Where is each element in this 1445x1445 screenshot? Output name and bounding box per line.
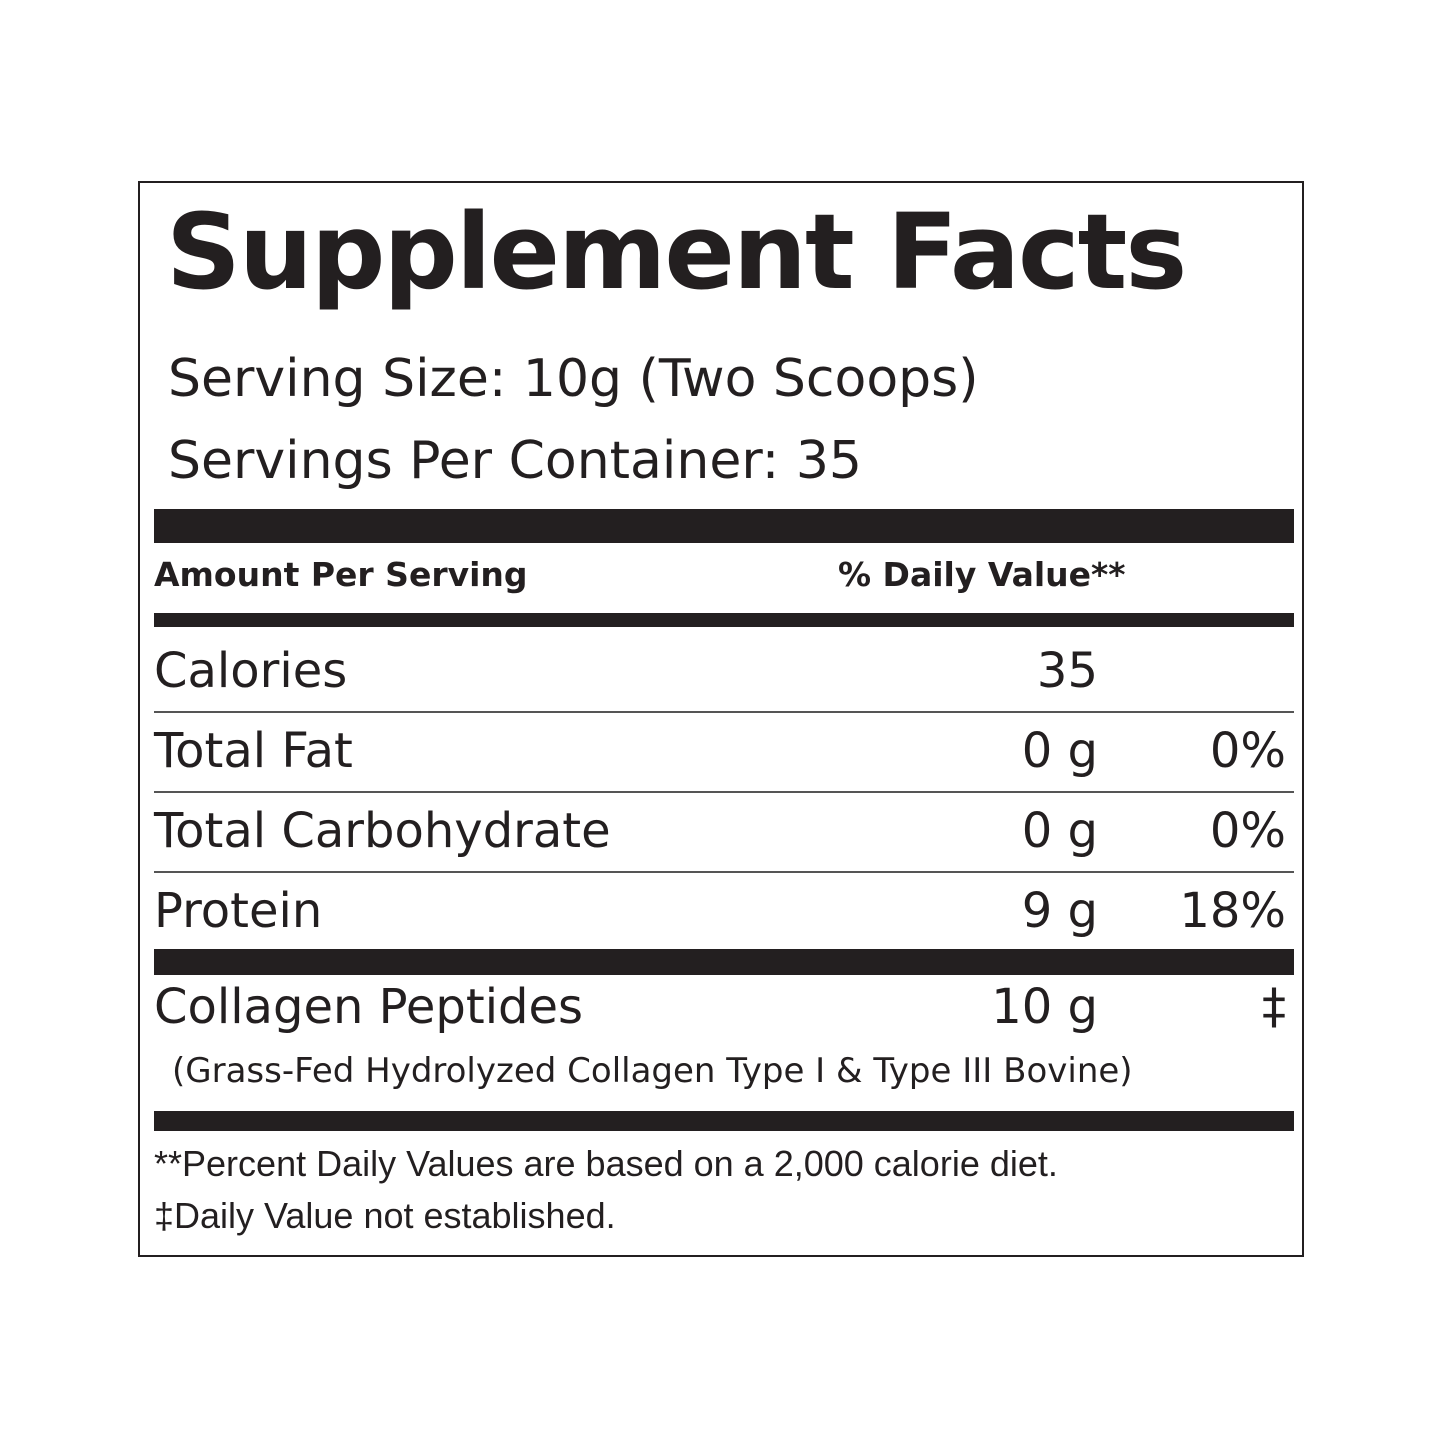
nutrient-amount: 35 <box>1036 643 1098 699</box>
nutrient-amount: 9 g <box>1021 883 1098 939</box>
footnote: ‡Daily Value not established. <box>154 1195 616 1236</box>
nutrient-dv: 0% <box>1209 803 1286 859</box>
title: Supplement Facts <box>166 191 1187 313</box>
divider <box>154 613 1294 627</box>
divider <box>154 509 1294 543</box>
serving-size: Serving Size: 10g (Two Scoops) <box>168 349 979 409</box>
collagen-name: Collagen Peptides <box>154 979 584 1035</box>
nutrient-name: Calories <box>154 643 348 699</box>
collagen-amount: 10 g <box>991 979 1098 1035</box>
collagen-note: (Grass-Fed Hydrolyzed Collagen Type I & … <box>172 1051 1133 1091</box>
divider <box>154 949 1294 975</box>
header-amount: Amount Per Serving <box>154 555 528 594</box>
nutrient-dv: 18% <box>1179 883 1286 939</box>
footnote: **Percent Daily Values are based on a 2,… <box>154 1143 1058 1184</box>
nutrient-name: Total Carbohydrate <box>154 803 611 859</box>
supplement-facts-panel: Supplement Facts Serving Size: 10g (Two … <box>138 181 1304 1257</box>
row-divider <box>154 711 1294 713</box>
nutrient-amount: 0 g <box>1021 723 1098 779</box>
nutrient-amount: 0 g <box>1021 803 1098 859</box>
row-divider <box>154 791 1294 793</box>
header-daily-value: % Daily Value** <box>838 555 1126 594</box>
collagen-dv: ‡ <box>1262 979 1286 1035</box>
nutrient-name: Total Fat <box>154 723 353 779</box>
nutrient-dv: 0% <box>1209 723 1286 779</box>
divider <box>154 1111 1294 1131</box>
nutrient-name: Protein <box>154 883 323 939</box>
servings-per-container: Servings Per Container: 35 <box>168 431 863 491</box>
row-divider <box>154 871 1294 873</box>
